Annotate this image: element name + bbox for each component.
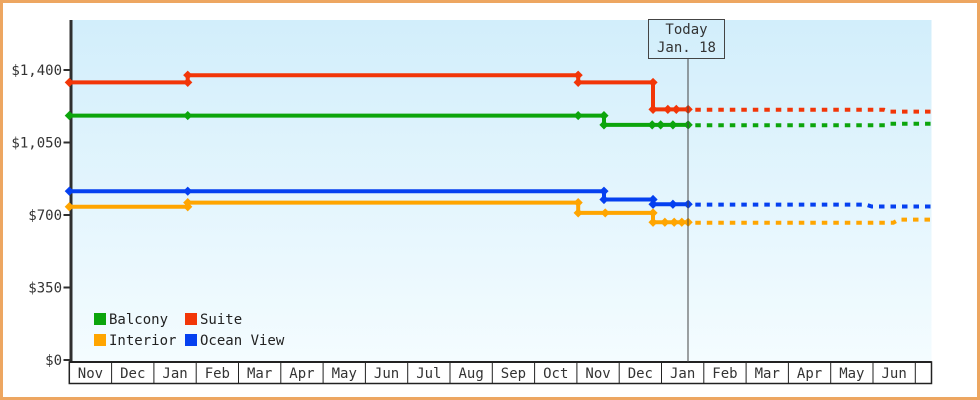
data-point-suite (64, 77, 74, 88)
month-label: Feb (205, 366, 230, 382)
month-label: Jan (670, 366, 695, 382)
forecast-line-balcony (695, 121, 931, 128)
legend-label-suite: Suite (200, 312, 242, 328)
legend-label-ocean-view: Ocean View (200, 333, 285, 349)
legend: Balcony Suite Interior Ocean View (94, 312, 285, 349)
data-point-ocean-view (648, 194, 658, 205)
today-label-line1: Today (665, 22, 707, 38)
month-label: Apr (289, 366, 314, 382)
data-point-balcony (573, 110, 583, 121)
today-label-line2: Jan. 18 (657, 40, 716, 56)
month-label: Mar (755, 366, 780, 382)
data-point-interior (648, 208, 658, 218)
legend-swatch-balcony (94, 313, 106, 325)
x-axis-month-row: Nov Dec Jan Feb Mar Apr May Jun Jul Aug Sep Oct Nov D… (68, 361, 933, 385)
month-label: May (839, 366, 864, 382)
forecast-line-interior (695, 217, 931, 225)
legend-swatch-interior (94, 334, 106, 346)
month-label: Aug (459, 366, 484, 382)
data-point-balcony (668, 120, 678, 130)
month-label: Nov (78, 366, 103, 382)
price-history-chart: $0 $350 $700 $1,050 $1,400 Nov Dec Jan Feb Mar Ap… (11, 19, 933, 385)
data-point-suite (573, 77, 583, 88)
month-label: May (332, 366, 357, 382)
data-point-suite (648, 77, 658, 88)
data-point-ocean-view (668, 199, 678, 209)
data-point-suite (573, 70, 583, 80)
today-marker: Today Jan. 18 (648, 19, 725, 362)
legend-label-interior: Interior (109, 333, 176, 349)
data-point-interior (660, 217, 670, 227)
data-point-suite (648, 104, 658, 114)
month-label: Dec (120, 366, 145, 382)
data-point-suite (183, 70, 193, 80)
month-label: Feb (712, 366, 737, 382)
data-point-interior (669, 217, 679, 227)
y-tick-label: $0 (45, 353, 62, 369)
data-point-ocean-view (599, 194, 609, 205)
month-label: Jun (882, 366, 907, 382)
forecast-line-suite (695, 107, 931, 114)
month-label: Sep (501, 366, 526, 382)
month-label: Jan (162, 366, 187, 382)
y-axis-ticks: $0 $350 $700 $1,050 $1,400 (11, 63, 71, 369)
data-point-balcony (647, 120, 657, 130)
today-box (648, 19, 725, 59)
y-tick-label: $1,050 (11, 136, 62, 152)
legend-swatch-ocean-view (185, 334, 197, 346)
data-point-balcony (183, 110, 193, 121)
data-point-interior (183, 197, 193, 208)
series-lines (64, 70, 931, 227)
forecast-line-ocean-view (695, 202, 931, 209)
y-tick-label: $350 (28, 281, 62, 297)
month-label: Mar (247, 366, 272, 382)
series-line-balcony (69, 113, 689, 127)
data-point-interior (648, 217, 658, 227)
data-point-ocean-view (64, 186, 74, 196)
data-point-interior (677, 217, 687, 227)
data-point-ocean-view (599, 186, 609, 196)
data-point-interior (573, 208, 583, 218)
data-point-interior (64, 202, 74, 212)
data-point-suite (663, 104, 673, 114)
month-label: Oct (543, 366, 568, 382)
y-tick-label: $700 (28, 208, 62, 224)
data-point-suite (671, 104, 681, 114)
data-point-ocean-view (183, 186, 193, 196)
data-point-balcony (656, 120, 666, 130)
legend-swatch-suite (185, 313, 197, 325)
month-label: Nov (585, 366, 610, 382)
data-point-ocean-view (648, 199, 658, 209)
data-point-balcony (599, 120, 609, 130)
month-label: Jun (374, 366, 399, 382)
data-point-interior (600, 208, 610, 218)
y-tick-label: $1,400 (11, 63, 62, 79)
month-label: Jul (416, 366, 441, 382)
series-line-ocean-view (69, 189, 689, 207)
data-point-balcony (599, 110, 609, 121)
data-point-balcony (64, 110, 74, 121)
data-point-interior (573, 197, 583, 208)
month-label: Dec (628, 366, 653, 382)
data-point-suite (183, 77, 193, 88)
legend-label-balcony: Balcony (109, 312, 168, 328)
month-label: Apr (797, 366, 822, 382)
